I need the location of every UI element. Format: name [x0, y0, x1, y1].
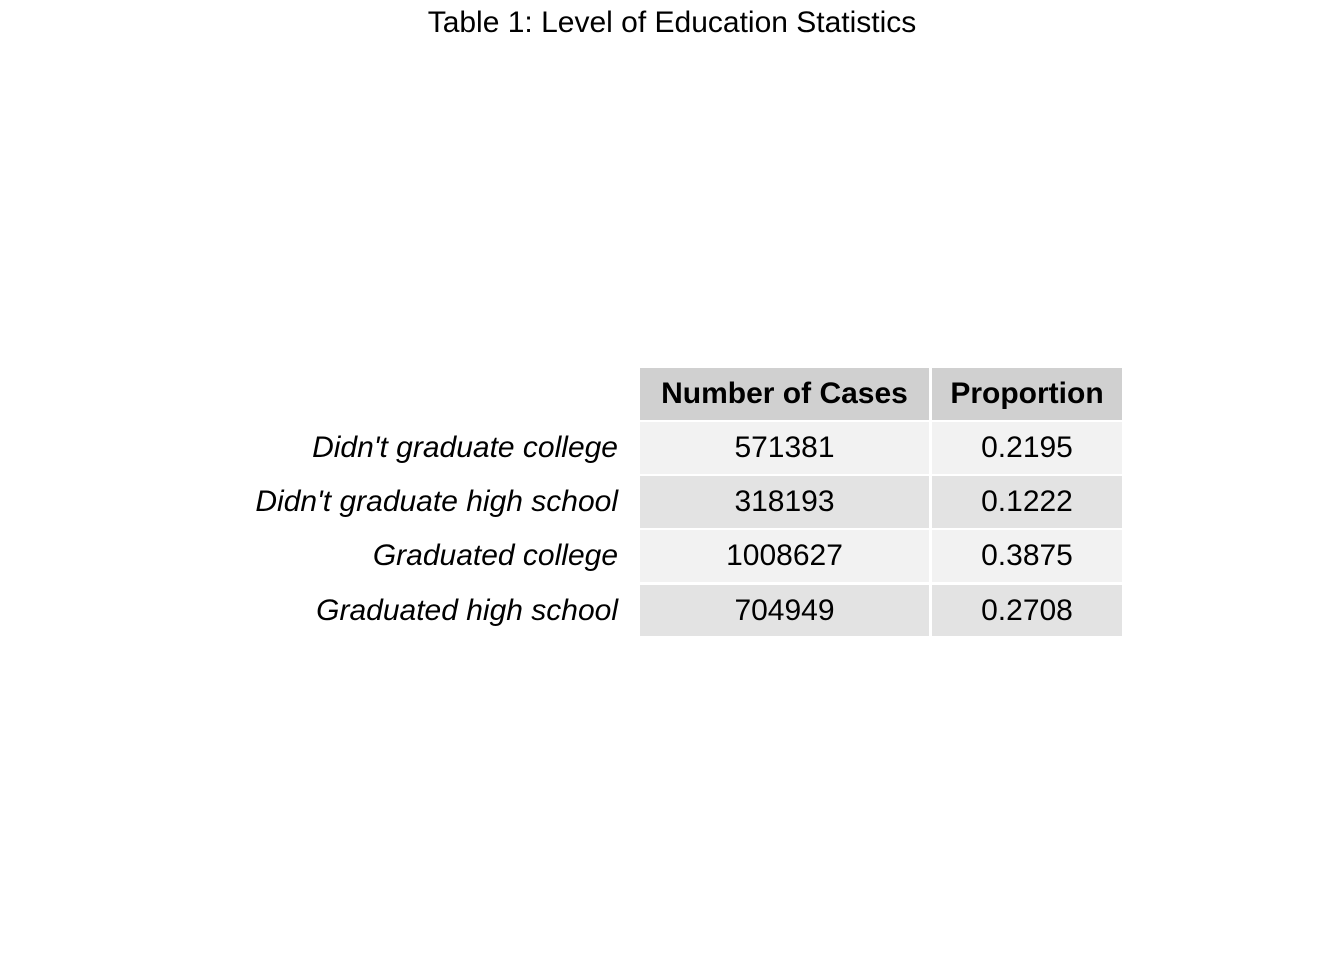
cell-proportion: 0.2708: [932, 585, 1122, 636]
column-header-proportion: Proportion: [932, 368, 1122, 420]
cell-number-of-cases: 1008627: [640, 530, 929, 582]
cell-number-of-cases: 571381: [640, 422, 929, 474]
cell-proportion: 0.3875: [932, 530, 1122, 582]
cell-number-of-cases: 704949: [640, 585, 929, 636]
row-label: Graduated college: [372, 539, 618, 572]
cell-proportion: 0.2195: [932, 422, 1122, 474]
table-title: Table 1: Level of Education Statistics: [427, 6, 917, 39]
cell-proportion: 0.1222: [932, 476, 1122, 528]
row-label: Didn't graduate high school: [255, 485, 618, 518]
cell-number-of-cases: 318193: [640, 476, 929, 528]
row-label: Didn't graduate college: [312, 431, 618, 464]
column-header-number-of-cases: Number of Cases: [640, 368, 929, 420]
row-label: Graduated high school: [316, 594, 618, 627]
